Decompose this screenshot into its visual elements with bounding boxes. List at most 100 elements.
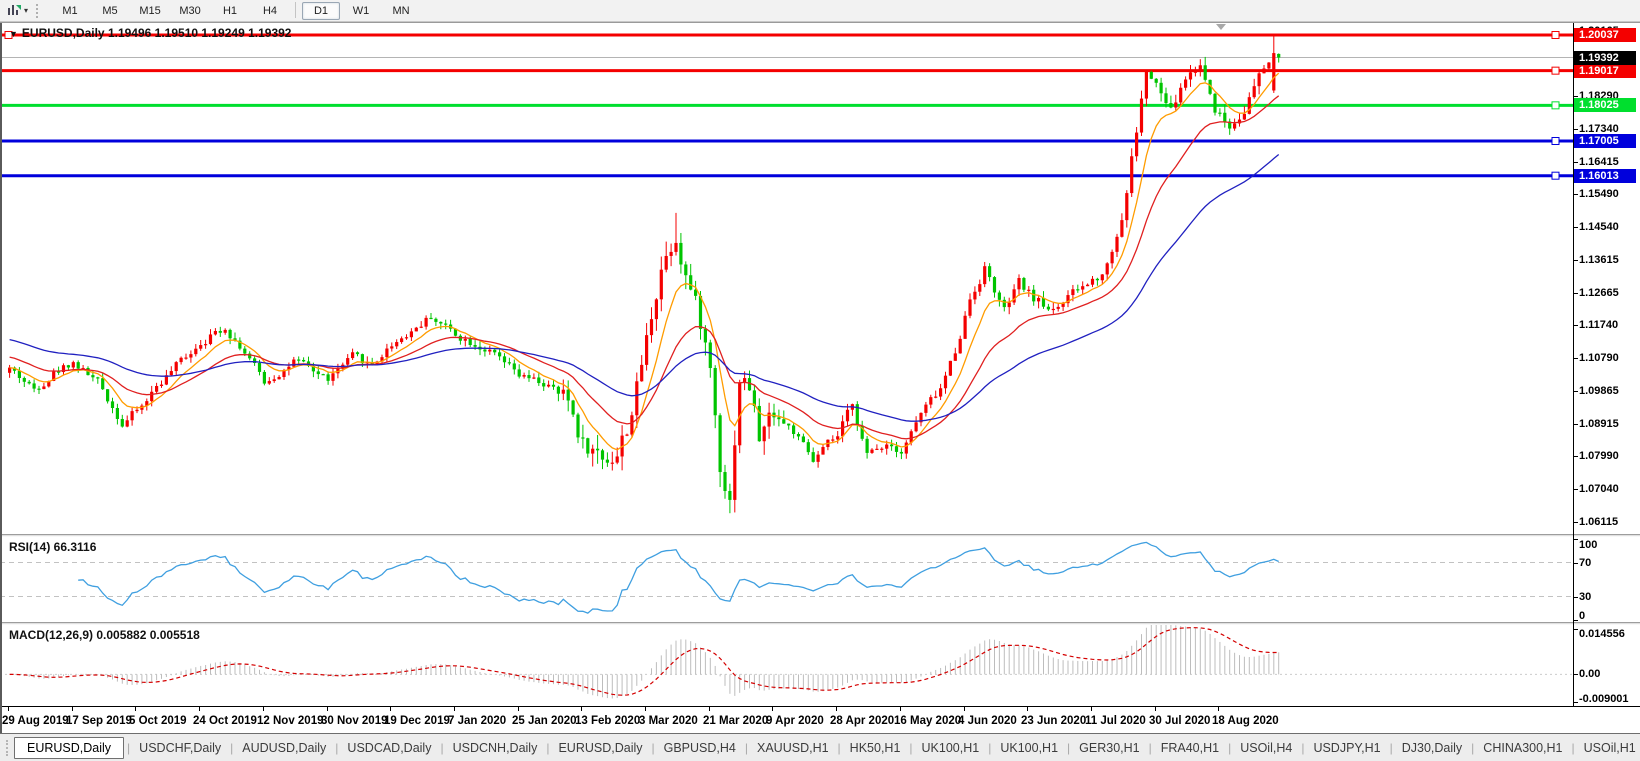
- axis-tick-mark: [1573, 597, 1578, 598]
- tab-USDJPY-H1[interactable]: USDJPY,H1: [1313, 740, 1381, 755]
- date-tick-label: 9 Apr 2020: [766, 715, 824, 727]
- rsi-tick-label: 30: [1579, 591, 1592, 603]
- axis-tick-mark: [1573, 293, 1578, 294]
- price-tick-label: 1.16415: [1579, 156, 1619, 168]
- price-level-badge: 1.17005: [1574, 134, 1636, 148]
- price-tick-label: 1.06115: [1579, 516, 1619, 528]
- tab-EURUSD-Daily[interactable]: EURUSD,Daily: [14, 736, 125, 759]
- date-tick-mark: [390, 707, 391, 711]
- date-tick-label: 13 Feb 2020: [575, 715, 641, 727]
- tab-CHINA300-H1[interactable]: CHINA300,H1: [1483, 740, 1563, 755]
- date-tick-mark: [645, 707, 646, 711]
- price-tick-label: 1.13615: [1579, 254, 1619, 266]
- price-tick-label: 1.14540: [1579, 221, 1619, 233]
- date-tick-label: 28 Apr 2020: [830, 715, 895, 727]
- axis-tick-mark: [1573, 702, 1578, 703]
- hline-handle[interactable]: [1551, 171, 1560, 180]
- axis-tick-mark: [1573, 227, 1578, 228]
- price-tick-label: 1.09865: [1579, 385, 1619, 397]
- price-tick-label: 1.07990: [1579, 450, 1619, 462]
- macd-tick-label: 0.00: [1579, 668, 1601, 680]
- rsi-label: RSI(14) 66.3116: [9, 540, 97, 554]
- date-tick-label: 30 Jul 2020: [1149, 715, 1211, 727]
- current-price-badge: 1.19392: [1574, 51, 1636, 65]
- axis-tick-mark: [1573, 629, 1578, 630]
- axis-tick-mark: [1573, 620, 1578, 621]
- timeframe-button-M1[interactable]: M1: [62, 5, 78, 17]
- chart-symbol-label: EURUSD,Daily: [21, 26, 105, 40]
- tab-divider: |: [1067, 740, 1071, 755]
- timeframe-button-D1[interactable]: D1: [302, 2, 341, 20]
- date-tick-mark: [836, 707, 837, 711]
- date-tick-label: 29 Aug 2019: [2, 715, 69, 727]
- tab-AUDUSD-Daily[interactable]: AUDUSD,Daily: [242, 740, 327, 755]
- timeframe-button-H4[interactable]: H4: [262, 5, 278, 17]
- axis-tick-mark: [1573, 358, 1578, 359]
- window-left-border: [0, 23, 2, 733]
- tab-divider: |: [837, 740, 841, 755]
- axis-tick-mark: [1573, 96, 1578, 97]
- tab-bar-grip: [6, 739, 8, 756]
- tab-USDCNH-Daily[interactable]: USDCNH,Daily: [452, 740, 538, 755]
- date-tick-mark: [1027, 707, 1028, 711]
- date-tick-mark: [1091, 707, 1092, 711]
- tab-USOil-H4[interactable]: USOil,H4: [1240, 740, 1293, 755]
- date-tick-label: 16 May 2020: [894, 715, 962, 727]
- timeframe-button-H1[interactable]: H1: [222, 5, 238, 17]
- hline-handle[interactable]: [1551, 66, 1560, 75]
- chart-shift-marker[interactable]: [1216, 24, 1226, 30]
- timeframe-button-M5[interactable]: M5: [102, 5, 118, 17]
- date-tick-label: 17 Sep 2019: [66, 715, 132, 727]
- chart-title-caret-icon[interactable]: ▼: [9, 29, 18, 39]
- tab-UK100-H1[interactable]: UK100,H1: [921, 740, 980, 755]
- tab-divider: |: [1301, 740, 1305, 755]
- date-tick-label: 23 Jun 2020: [1021, 715, 1087, 727]
- macd-indicator-canvas[interactable]: [0, 625, 1640, 706]
- timeframe-button-M30[interactable]: M30: [179, 5, 201, 17]
- chart-tool-caret-icon[interactable]: ▾: [24, 6, 29, 15]
- price-tick-label: 1.07040: [1579, 483, 1619, 495]
- rsi-indicator-canvas[interactable]: [0, 537, 1640, 622]
- date-tick-label: 21 Mar 2020: [703, 715, 769, 727]
- timeframe-button-W1[interactable]: W1: [352, 5, 370, 17]
- date-tick-label: 7 Jan 2020: [448, 715, 507, 727]
- tab-DJ30-Daily[interactable]: DJ30,Daily: [1401, 740, 1463, 755]
- tabs: EURUSD,Daily | USDCHF,Daily | AUDUSD,Daily | U…: [14, 736, 1640, 759]
- tab-HK50-H1[interactable]: HK50,H1: [849, 740, 901, 755]
- hline-handle[interactable]: [4, 30, 13, 39]
- axis-tick-mark: [1573, 260, 1578, 261]
- hline-handle[interactable]: [1551, 30, 1560, 39]
- hline-handle[interactable]: [1551, 137, 1560, 146]
- tab-UK100-H1[interactable]: UK100,H1: [1000, 740, 1059, 755]
- chart-tool-icon[interactable]: [4, 2, 24, 20]
- tab-EURUSD-Daily[interactable]: EURUSD,Daily: [558, 740, 643, 755]
- axis-divider-line: [1573, 23, 1574, 706]
- timeframe-buttons: M1 M5 M15 M30 H1 H4 D1 W1 MN: [50, 1, 421, 20]
- tab-XAUUSD-H1[interactable]: XAUUSD,H1: [757, 740, 829, 755]
- chart-tab-bar: EURUSD,Daily | USDCHF,Daily | AUDUSD,Daily | U…: [0, 733, 1640, 761]
- hline-handle[interactable]: [1551, 101, 1560, 110]
- price-tick-label: 1.10790: [1579, 352, 1619, 364]
- tab-GBPUSD-H4[interactable]: GBPUSD,H4: [663, 740, 736, 755]
- tab-divider: |: [546, 740, 550, 755]
- tab-USDCAD-Daily[interactable]: USDCAD,Daily: [347, 740, 432, 755]
- tab-USDCHF-Daily[interactable]: USDCHF,Daily: [139, 740, 222, 755]
- tab-FRA40-H1[interactable]: FRA40,H1: [1160, 740, 1220, 755]
- tab-USOil-H1[interactable]: USOil,H1: [1583, 740, 1636, 755]
- price-tick-label: 1.12665: [1579, 287, 1619, 299]
- toolbar-separator: [295, 1, 297, 18]
- tab-divider: |: [1571, 740, 1575, 755]
- toolbar-grip[interactable]: [36, 3, 43, 18]
- pane-separator[interactable]: [0, 622, 1640, 625]
- pane-separator[interactable]: [0, 534, 1640, 537]
- timeframe-button-MN[interactable]: MN: [392, 5, 410, 17]
- axis-tick-mark: [1573, 489, 1578, 490]
- date-axis[interactable]: 29 Aug 2019 17 Sep 2019 5 Oct 2019 24 Oct 2…: [0, 706, 1640, 733]
- timeframe-button-M15[interactable]: M15: [139, 5, 161, 17]
- axis-tick-mark: [1573, 325, 1578, 326]
- macd-tick-label: 0.014556: [1579, 628, 1625, 640]
- tab-GER30-H1[interactable]: GER30,H1: [1079, 740, 1140, 755]
- candlestick-chart-canvas[interactable]: [0, 23, 1640, 534]
- date-tick-label: 18 Aug 2020: [1212, 715, 1279, 727]
- axis-tick-mark: [1573, 563, 1578, 564]
